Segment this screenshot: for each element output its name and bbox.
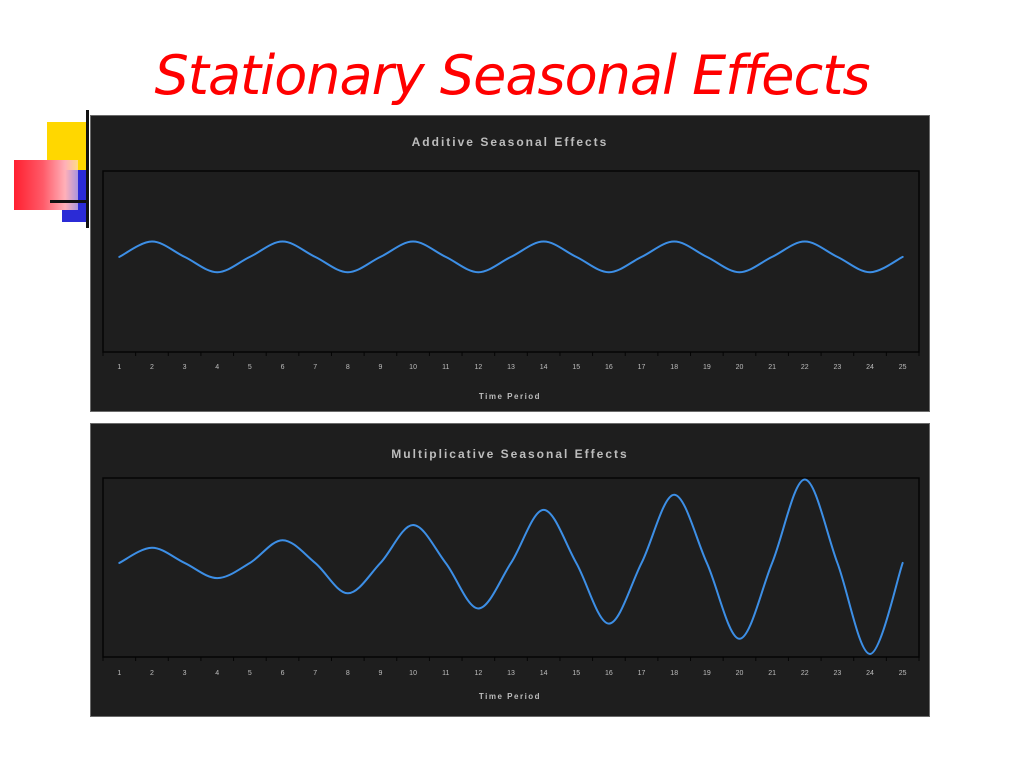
x-tick-label: 16 bbox=[605, 364, 613, 371]
plot-area bbox=[102, 170, 920, 353]
x-tick-label: 6 bbox=[281, 670, 285, 677]
series-line bbox=[118, 478, 904, 655]
x-tick-label: 15 bbox=[572, 364, 580, 371]
x-tick-label: 15 bbox=[572, 670, 580, 677]
x-tick-label: 25 bbox=[899, 364, 907, 371]
x-tick-label: 19 bbox=[703, 670, 711, 677]
plot-area bbox=[102, 477, 920, 658]
x-tick-label: 9 bbox=[378, 670, 382, 677]
x-tick-label: 23 bbox=[834, 670, 842, 677]
x-tick-label: 22 bbox=[801, 670, 809, 677]
x-tick-label: 10 bbox=[409, 670, 417, 677]
x-tick-label: 9 bbox=[378, 364, 382, 371]
x-tick-label: 14 bbox=[540, 670, 548, 677]
x-tick-label: 2 bbox=[150, 364, 154, 371]
x-tick-label: 21 bbox=[768, 364, 776, 371]
x-tick-label: 23 bbox=[834, 364, 842, 371]
x-tick-label: 18 bbox=[670, 364, 678, 371]
x-tick-label: 12 bbox=[474, 670, 482, 677]
decorative-horizontal-line bbox=[50, 200, 88, 203]
x-tick-label: 24 bbox=[866, 364, 874, 371]
chart-title: Multiplicative Seasonal Effects bbox=[391, 447, 628, 461]
chart-title: Additive Seasonal Effects bbox=[412, 135, 609, 149]
x-axis-label: Time Period bbox=[479, 392, 541, 401]
x-tick-label: 13 bbox=[507, 670, 515, 677]
x-tick-label: 6 bbox=[281, 364, 285, 371]
x-tick-label: 5 bbox=[248, 670, 252, 677]
x-tick-label: 7 bbox=[313, 670, 317, 677]
x-tick-label: 1 bbox=[117, 670, 121, 677]
decorative-vertical-line bbox=[86, 110, 89, 228]
x-tick-label: 7 bbox=[313, 364, 317, 371]
x-tick-label: 17 bbox=[638, 364, 646, 371]
x-tick-label: 11 bbox=[442, 670, 449, 677]
x-tick-label: 12 bbox=[474, 364, 482, 371]
x-tick-label: 10 bbox=[409, 364, 417, 371]
series-line bbox=[118, 240, 904, 274]
x-tick-label: 3 bbox=[183, 670, 187, 677]
additive-chart: Additive Seasonal Effects 1 2 3 4 5 6 7 8 9 10 11 12… bbox=[90, 115, 930, 412]
x-tick-label: 18 bbox=[670, 670, 678, 677]
x-tick-label: 22 bbox=[801, 364, 809, 371]
x-tick-label: 2 bbox=[150, 670, 154, 677]
x-tick-label: 14 bbox=[540, 364, 548, 371]
x-tick-label: 24 bbox=[866, 670, 874, 677]
x-tick-label: 16 bbox=[605, 670, 613, 677]
x-tick-label: 11 bbox=[442, 364, 449, 371]
x-tick-label: 4 bbox=[215, 670, 219, 677]
x-tick-label: 8 bbox=[346, 670, 350, 677]
x-tick-label: 20 bbox=[736, 670, 744, 677]
x-tick-label: 8 bbox=[346, 364, 350, 371]
multiplicative-chart: Multiplicative Seasonal Effects 1 2 3 4 5 6 7 8 9… bbox=[90, 423, 930, 717]
x-axis-label: Time Period bbox=[479, 692, 541, 701]
x-tick-label: 21 bbox=[768, 670, 776, 677]
x-tick-label: 5 bbox=[248, 364, 252, 371]
x-tick-label: 3 bbox=[183, 364, 187, 371]
x-tick-label: 13 bbox=[507, 364, 515, 371]
x-tick-label: 20 bbox=[736, 364, 744, 371]
slide-title: Stationary Seasonal Effects bbox=[154, 44, 871, 107]
x-tick-label: 17 bbox=[638, 670, 646, 677]
x-tick-label: 4 bbox=[215, 364, 219, 371]
x-tick-label: 1 bbox=[117, 364, 121, 371]
x-tick-label: 25 bbox=[899, 670, 907, 677]
x-tick-label: 19 bbox=[703, 364, 711, 371]
